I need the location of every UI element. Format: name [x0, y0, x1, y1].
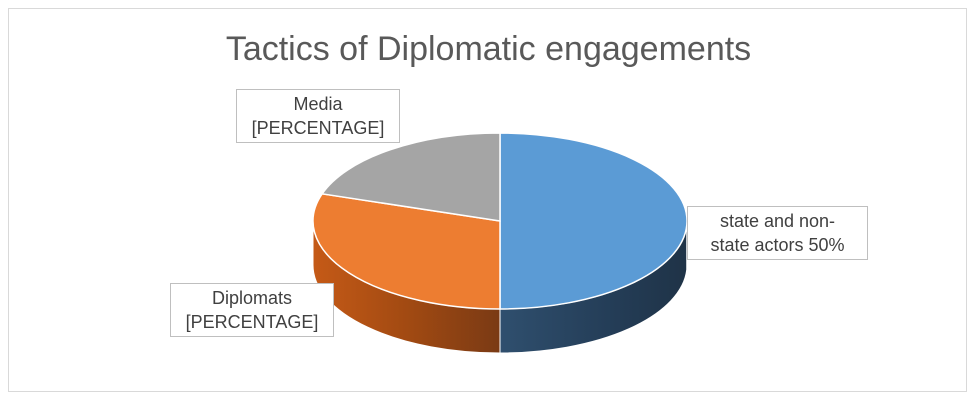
pie-slice-diplomats — [312, 192, 501, 310]
data-label-state-actors: state and non- state actors 50% — [687, 206, 868, 260]
pie-slice-media — [320, 132, 501, 222]
data-label-diplomats: Diplomats [PERCENTAGE] — [170, 283, 334, 337]
chart-title: Tactics of Diplomatic engagements — [225, 30, 752, 68]
data-label-media: Media [PERCENTAGE] — [236, 89, 400, 143]
